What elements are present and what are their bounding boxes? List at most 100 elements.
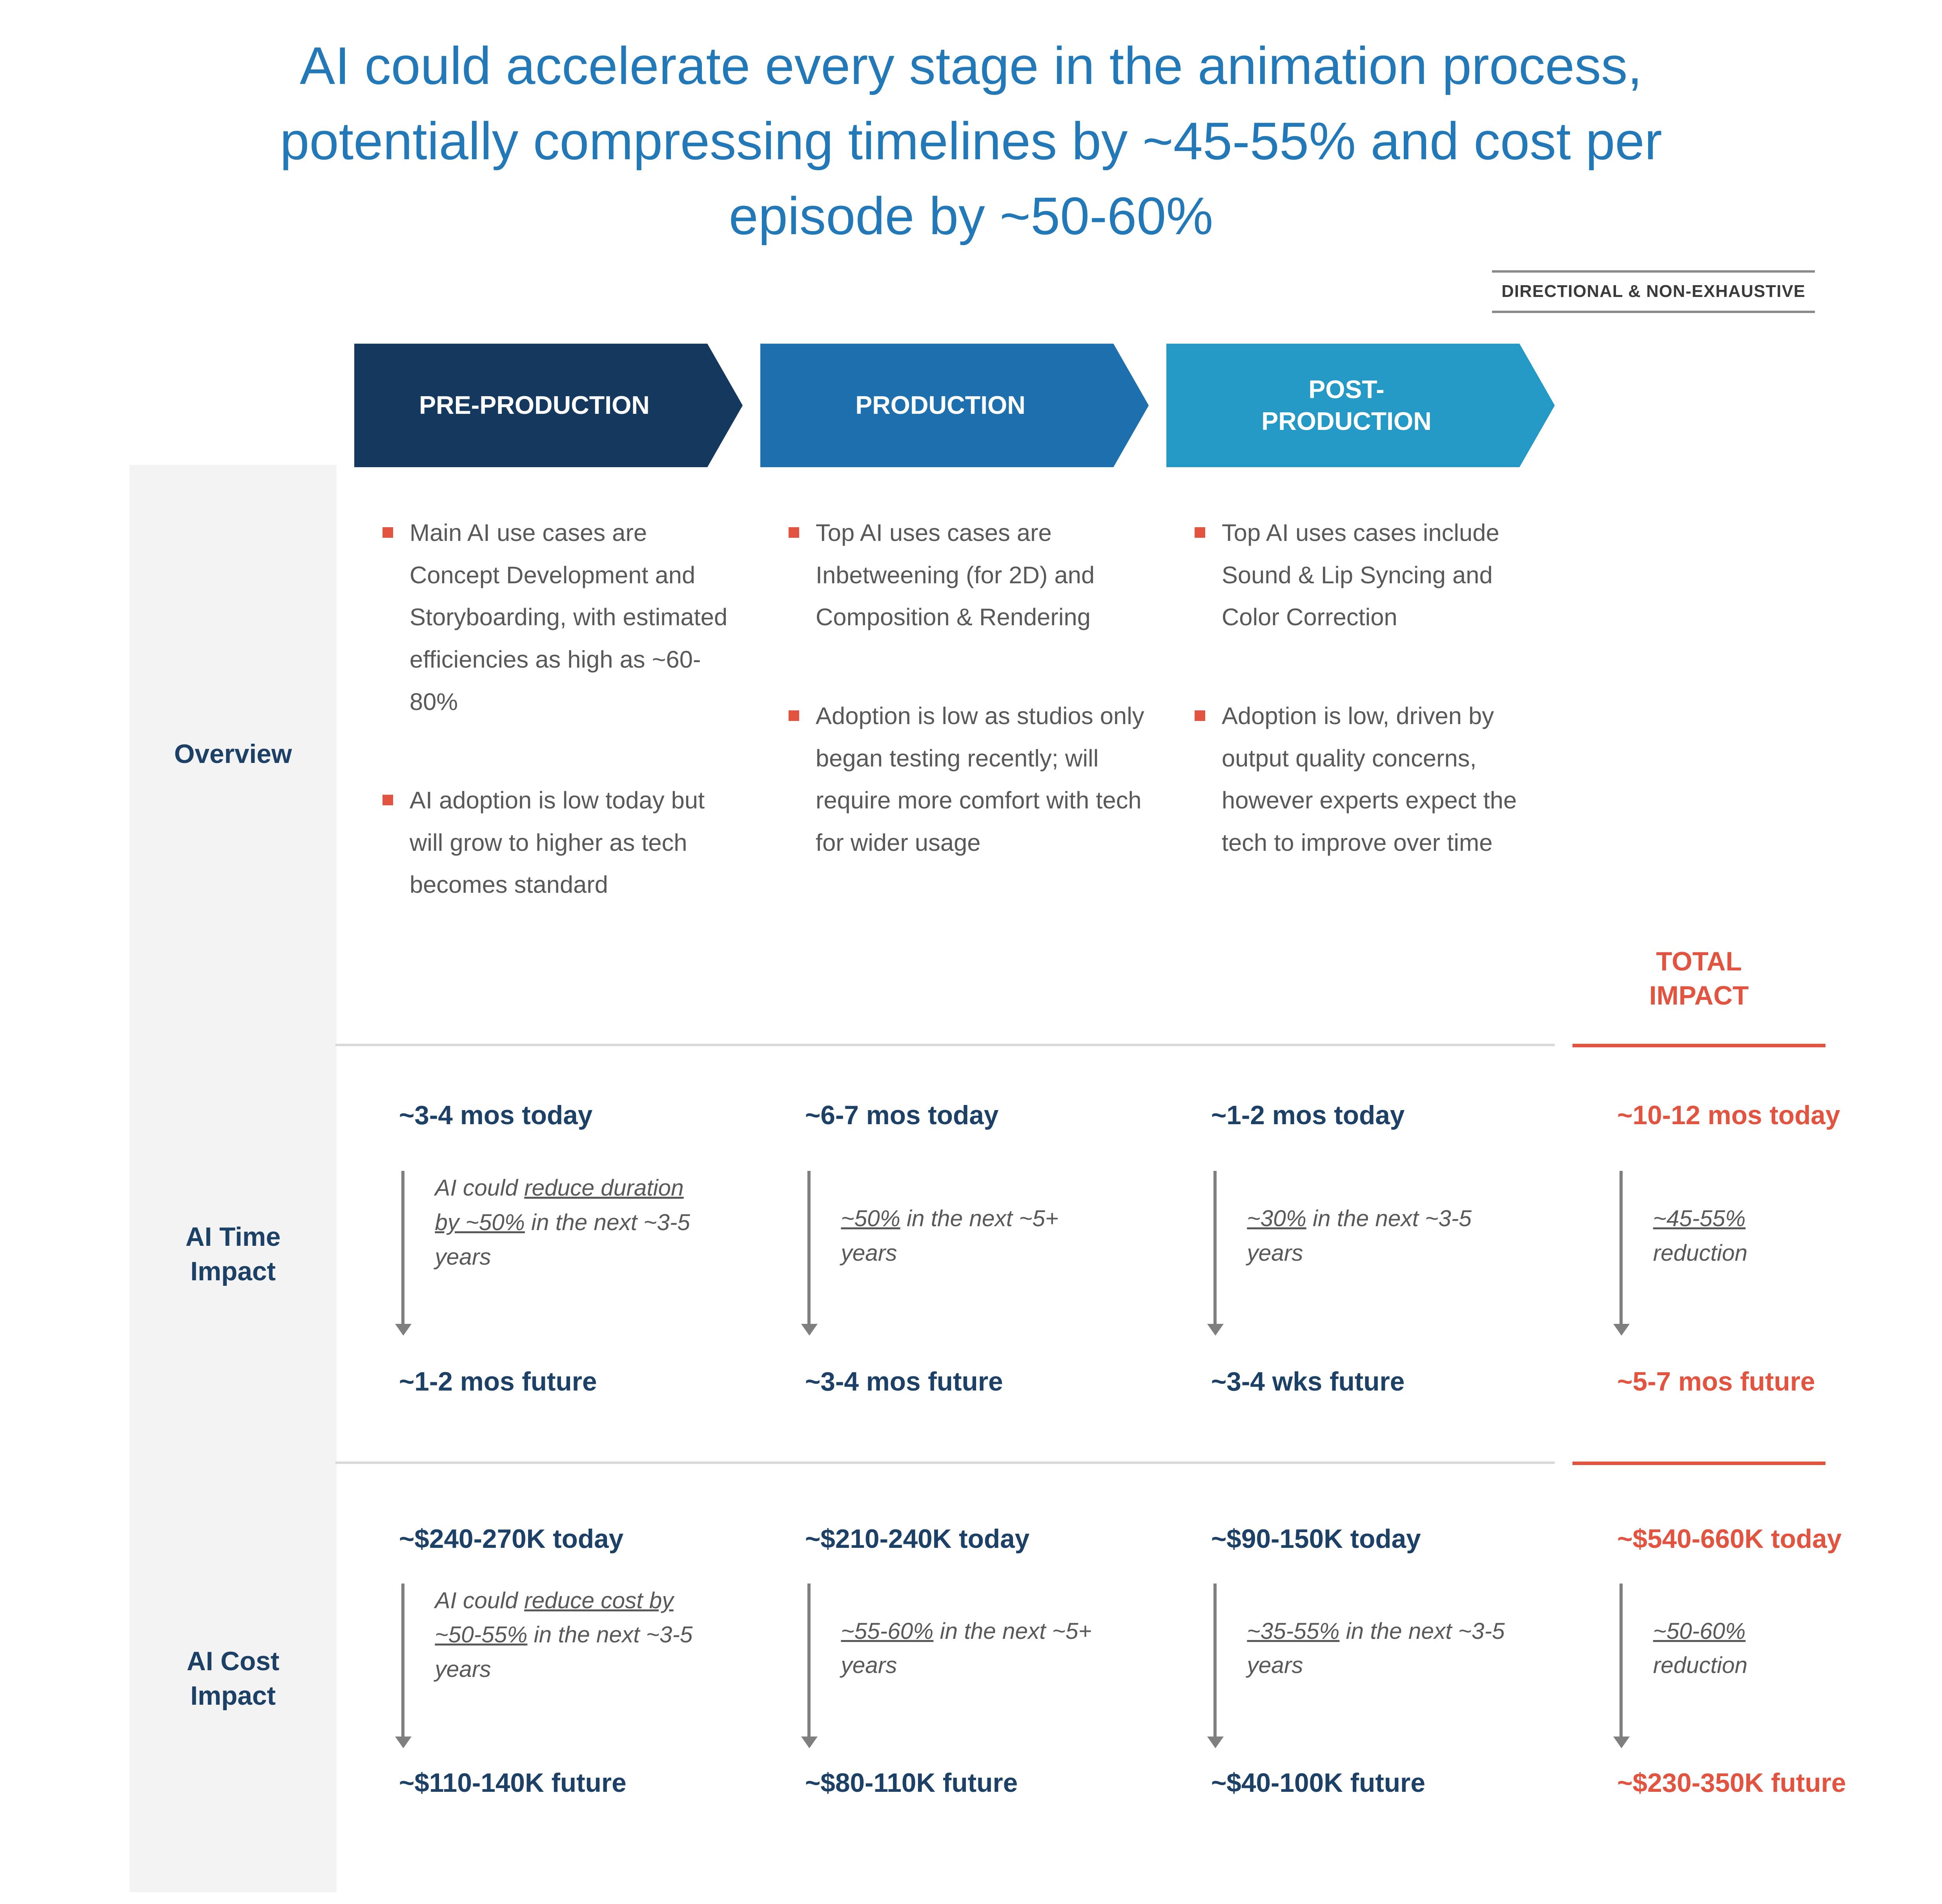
cost-today-value: ~$540-660K today <box>1617 1524 1842 1554</box>
note-underline: ~50-60% <box>1653 1618 1746 1644</box>
cost-future-value: ~$110-140K future <box>399 1768 627 1798</box>
down-arrow-icon <box>1208 1171 1222 1336</box>
impact-note: ~55-60% in the next ~5+ years <box>841 1614 1109 1739</box>
cost-impact-total: ~$540-660K today ~50-60% reduction ~$230… <box>1572 1465 1846 1892</box>
down-arrow-icon <box>802 1171 816 1336</box>
note-post: reduction <box>1653 1240 1748 1266</box>
total-cost-overline <box>1572 1462 1825 1465</box>
note-post: in the next ~5+ years <box>841 1618 1092 1678</box>
down-arrow-icon <box>802 1583 816 1748</box>
total-impact-line2: IMPACT <box>1649 981 1749 1011</box>
separator-row <box>129 1044 1942 1048</box>
down-arrow-icon <box>396 1583 410 1748</box>
bullet-text: Top AI uses cases include Sound & Lip Sy… <box>1222 519 1499 631</box>
impact-middle: AI could reduce duration by ~50% in the … <box>396 1171 743 1336</box>
bullet-square-icon <box>383 527 393 538</box>
stage-header-row: PRE-PRODUCTION PRODUCTION POST-PRODUCTIO… <box>354 344 1942 467</box>
cost-impact-production: ~$210-240K today ~55-60% in the next ~5+… <box>760 1465 1149 1892</box>
cost-future-value: ~$230-350K future <box>1617 1768 1846 1798</box>
impact-note: AI could reduce duration by ~50% in the … <box>435 1171 703 1326</box>
down-arrow-icon <box>396 1171 410 1336</box>
down-arrow-icon <box>1614 1171 1628 1336</box>
overview-post-production: Top AI uses cases include Sound & Lip Sy… <box>1166 465 1555 1044</box>
bullet-text: AI adoption is low today but will grow t… <box>410 787 705 899</box>
stage-chevron-production: PRODUCTION <box>760 344 1149 467</box>
cost-today-value: ~$90-150K today <box>1211 1524 1421 1554</box>
overview-production: Top AI uses cases are Inbetweening (for … <box>760 465 1149 1044</box>
bullet-text: Main AI use cases are Concept Developmen… <box>410 519 728 715</box>
separator-row <box>129 1462 1942 1465</box>
row-label-time-impact: AI Time Impact <box>185 1222 281 1287</box>
note-post: reduction <box>1653 1653 1748 1678</box>
impact-note: ~35-55% in the next ~3-5 years <box>1247 1614 1516 1739</box>
note-underline: reduce duration by ~50% <box>435 1175 684 1235</box>
note-pre: AI could <box>435 1587 525 1613</box>
time-future-value: ~3-4 wks future <box>1211 1367 1405 1397</box>
row-label-cost-impact: AI Cost Impact <box>186 1646 280 1711</box>
separator-line <box>335 1044 1555 1047</box>
bullet-text: Top AI uses cases are Inbetweening (for … <box>816 519 1095 631</box>
stage-chevron-pre-production: PRE-PRODUCTION <box>354 344 743 467</box>
overview-row: Overview Main AI use cases are Concept D… <box>129 465 1942 1044</box>
impact-middle: AI could reduce cost by ~50-55% in the n… <box>396 1583 743 1748</box>
impact-note: ~30% in the next ~3-5 years <box>1247 1201 1516 1326</box>
list-item: Adoption is low, driven by output qualit… <box>1195 695 1555 864</box>
note-underline: ~50% <box>841 1206 900 1232</box>
separator-spacer <box>129 1044 337 1047</box>
bullet-text: Adoption is low as studios only began te… <box>816 702 1144 856</box>
impact-middle: ~30% in the next ~3-5 years <box>1208 1171 1555 1336</box>
page-title: AI could accelerate every stage in the a… <box>280 36 1662 246</box>
list-item: AI adoption is low today but will grow t… <box>383 779 743 906</box>
note-post: in the next ~5+ years <box>841 1206 1059 1266</box>
stage-chevron-post-production: POST-PRODUCTION <box>1166 344 1555 467</box>
bullet-square-icon <box>1195 710 1205 721</box>
impact-note: ~45-55% reduction <box>1653 1201 1826 1326</box>
impact-middle: ~55-60% in the next ~5+ years <box>802 1583 1149 1748</box>
cost-impact-pre-production: ~$240-270K today AI could reduce cost by… <box>354 1465 743 1892</box>
overview-pre-production: Main AI use cases are Concept Developmen… <box>354 465 743 1044</box>
time-today-value: ~10-12 mos today <box>1617 1101 1840 1130</box>
stage-label: POST-PRODUCTION <box>1261 375 1432 435</box>
cost-future-value: ~$40-100K future <box>1211 1768 1425 1798</box>
time-today-value: ~6-7 mos today <box>805 1101 999 1130</box>
time-impact-row: AI Time Impact ~3-4 mos today AI could r… <box>129 1047 1942 1462</box>
time-impact-pre-production: ~3-4 mos today AI could reduce duration … <box>354 1047 743 1462</box>
cost-impact-post-production: ~$90-150K today ~35-55% in the next ~3-5… <box>1166 1465 1555 1892</box>
cost-today-value: ~$210-240K today <box>805 1524 1030 1554</box>
separator-line <box>335 1462 1555 1465</box>
separator-spacer <box>129 1462 337 1465</box>
time-today-value: ~3-4 mos today <box>399 1101 593 1130</box>
cost-today-value: ~$240-270K today <box>399 1524 624 1554</box>
time-impact-total: ~10-12 mos today ~45-55% reduction ~5-7 … <box>1572 1047 1840 1462</box>
total-impact-header: TOTAL IMPACT <box>1572 465 1825 1044</box>
note-post: in the next ~3-5 years <box>1247 1206 1472 1266</box>
impact-middle: ~50-60% reduction <box>1614 1583 1826 1748</box>
note-underline: reduce cost by ~50-55% <box>435 1587 674 1648</box>
note-post: in the next ~3-5 years <box>435 1622 693 1682</box>
time-impact-post-production: ~1-2 mos today ~30% in the next ~3-5 yea… <box>1166 1047 1555 1462</box>
impact-note: ~50% in the next ~5+ years <box>841 1201 1109 1326</box>
note-underline: ~45-55% <box>1653 1206 1746 1232</box>
bullet-square-icon <box>383 795 393 806</box>
list-item: Top AI uses cases are Inbetweening (for … <box>789 512 1149 639</box>
impact-middle: ~35-55% in the next ~3-5 years <box>1208 1583 1555 1748</box>
bullet-square-icon <box>1195 527 1205 538</box>
impact-note: ~50-60% reduction <box>1653 1614 1826 1739</box>
down-arrow-icon <box>1614 1583 1628 1748</box>
impact-middle: ~45-55% reduction <box>1614 1171 1826 1336</box>
list-item: Main AI use cases are Concept Developmen… <box>383 512 743 723</box>
time-future-value: ~3-4 mos future <box>805 1367 1003 1397</box>
note-underline: ~55-60% <box>841 1618 934 1644</box>
note-post: in the next ~3-5 years <box>1247 1618 1505 1678</box>
note-post: in the next ~3-5 years <box>435 1209 690 1270</box>
stage-label: PRODUCTION <box>855 391 1026 420</box>
time-future-value: ~1-2 mos future <box>399 1367 597 1397</box>
bullet-text: Adoption is low, driven by output qualit… <box>1222 702 1517 856</box>
list-item: Top AI uses cases include Sound & Lip Sy… <box>1195 512 1555 639</box>
stage-label: PRE-PRODUCTION <box>419 391 650 420</box>
matrix: Overview Main AI use cases are Concept D… <box>0 465 1942 1893</box>
down-arrow-icon <box>1208 1583 1222 1748</box>
cost-future-value: ~$80-110K future <box>805 1768 1018 1798</box>
disclaimer-row: DIRECTIONAL & NON-EXHAUSTIVE <box>0 270 1815 313</box>
time-today-value: ~1-2 mos today <box>1211 1101 1405 1130</box>
